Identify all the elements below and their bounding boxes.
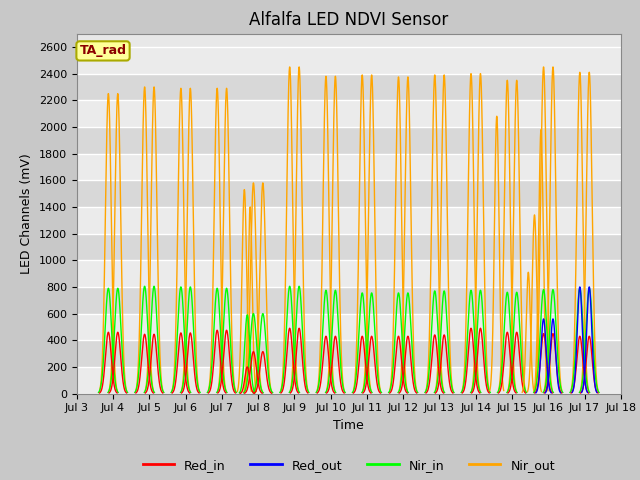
Bar — [77, 207, 621, 234]
Y-axis label: LED Channels (mV): LED Channels (mV) — [20, 153, 33, 274]
Text: TA_rad: TA_rad — [79, 44, 127, 58]
Bar — [77, 100, 621, 127]
Bar — [77, 313, 621, 340]
X-axis label: Time: Time — [333, 419, 364, 432]
Bar — [77, 367, 621, 394]
Bar — [77, 340, 621, 367]
Bar — [77, 73, 621, 100]
Bar — [77, 287, 621, 313]
Legend: Red_in, Red_out, Nir_in, Nir_out: Red_in, Red_out, Nir_in, Nir_out — [138, 454, 560, 477]
Bar — [77, 127, 621, 154]
Bar — [77, 154, 621, 180]
Title: Alfalfa LED NDVI Sensor: Alfalfa LED NDVI Sensor — [249, 11, 449, 29]
Bar — [77, 260, 621, 287]
Bar — [77, 180, 621, 207]
Bar — [77, 47, 621, 73]
Bar — [77, 234, 621, 260]
